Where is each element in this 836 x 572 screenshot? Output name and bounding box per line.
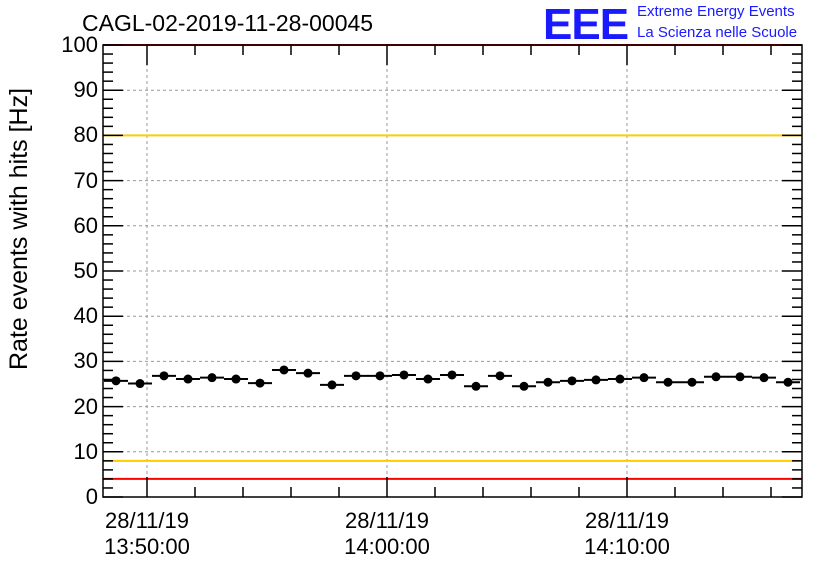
y-tick-label: 40 bbox=[73, 303, 98, 329]
data-point bbox=[687, 377, 697, 387]
data-point bbox=[111, 376, 121, 386]
logo-line2: La Scienza nelle Scuole bbox=[637, 24, 798, 41]
data-point bbox=[615, 374, 625, 384]
data-point bbox=[135, 379, 145, 389]
data-point bbox=[351, 371, 361, 381]
data-point bbox=[759, 373, 769, 383]
y-tick-label: 70 bbox=[73, 167, 98, 193]
y-tick-label: 80 bbox=[73, 122, 98, 148]
logo-line1: Extreme Energy Events bbox=[637, 3, 795, 20]
x-tick-label: 28/11/19 14:10:00 bbox=[575, 508, 679, 560]
data-point bbox=[567, 376, 577, 386]
data-point bbox=[543, 377, 553, 387]
y-tick-label: 50 bbox=[73, 258, 98, 283]
data-point bbox=[183, 374, 193, 384]
y-tick-label: 60 bbox=[73, 212, 98, 238]
data-point bbox=[783, 377, 793, 387]
data-point bbox=[711, 372, 721, 382]
y-axis-label: Rate events with hits [Hz] bbox=[5, 87, 33, 370]
data-point bbox=[423, 374, 433, 384]
data-point bbox=[519, 381, 529, 391]
eee-logo: EEE bbox=[543, 0, 629, 49]
data-point bbox=[735, 372, 745, 382]
y-tick-label: 10 bbox=[73, 438, 98, 464]
y-tick-label: 100 bbox=[61, 32, 98, 57]
y-tick-label: 90 bbox=[73, 77, 98, 103]
x-tick-label: 28/11/19 14:00:00 bbox=[335, 508, 439, 560]
data-point bbox=[495, 371, 505, 381]
y-tick-label: 30 bbox=[73, 348, 98, 374]
data-point bbox=[591, 375, 601, 385]
data-point bbox=[255, 378, 265, 388]
x-tick-time: 14:00:00 bbox=[344, 534, 430, 559]
data-point bbox=[231, 374, 241, 384]
data-point bbox=[375, 371, 385, 381]
data-point bbox=[159, 371, 169, 381]
x-tick-date: 28/11/19 bbox=[584, 508, 669, 533]
data-point bbox=[303, 368, 313, 378]
data-point bbox=[639, 373, 649, 383]
data-point bbox=[447, 370, 457, 380]
data-point bbox=[207, 373, 217, 383]
data-point bbox=[279, 365, 289, 375]
data-point bbox=[663, 377, 673, 387]
data-point bbox=[399, 370, 409, 380]
x-tick-date: 28/11/19 bbox=[344, 508, 429, 533]
x-tick-label: 28/11/19 13:50:00 bbox=[95, 508, 199, 560]
chart-title: CAGL-02-2019-11-28-00045 bbox=[82, 10, 374, 36]
data-point bbox=[471, 381, 481, 391]
x-tick-time: 14:10:00 bbox=[584, 534, 670, 559]
y-tick-label: 20 bbox=[73, 393, 98, 419]
x-tick-time: 13:50:00 bbox=[104, 534, 190, 559]
data-point bbox=[327, 380, 337, 390]
x-tick-date: 28/11/19 bbox=[104, 508, 189, 533]
y-tick-label: 0 bbox=[85, 484, 98, 509]
